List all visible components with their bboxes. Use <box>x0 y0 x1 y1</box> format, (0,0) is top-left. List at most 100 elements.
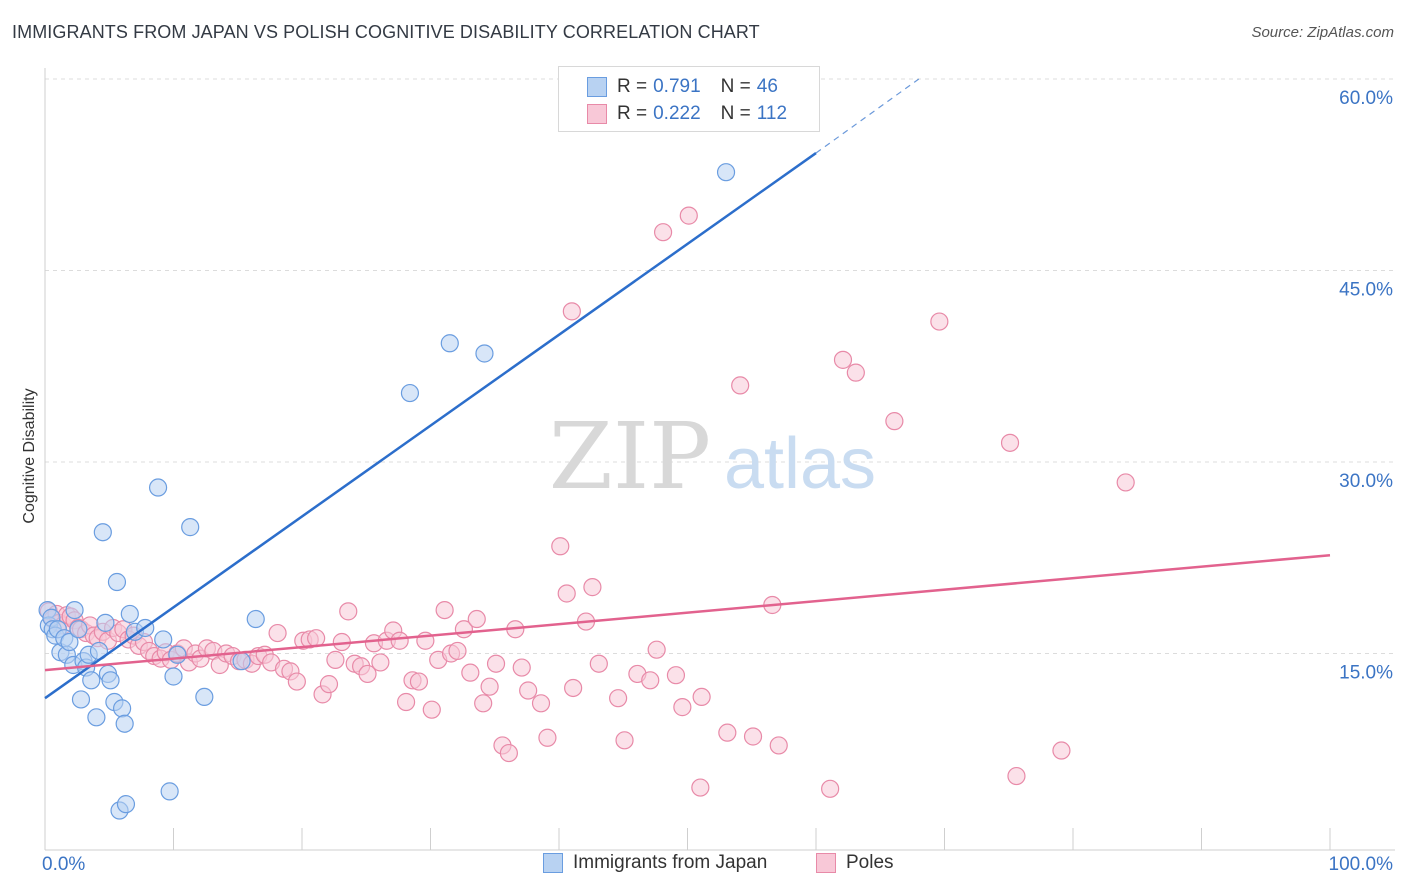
poles-point <box>769 736 788 755</box>
poles-point <box>557 584 576 603</box>
poles-point <box>551 537 570 556</box>
legend-r-value-poles: 0.222 <box>653 103 701 124</box>
legend-n-value-japan: 46 <box>756 76 778 97</box>
japan-point <box>246 609 265 629</box>
poles-point <box>474 694 493 713</box>
bottom-legend-swatch-poles <box>816 853 836 873</box>
poles-trend-line <box>44 553 1331 672</box>
poles-point <box>653 223 673 242</box>
bottom-legend-swatch-japan <box>543 853 563 873</box>
poles-point <box>821 779 840 798</box>
poles-point <box>409 672 429 691</box>
legend-n-value-poles: 112 <box>756 103 788 124</box>
japan-point <box>93 523 112 542</box>
japan-point <box>181 518 200 537</box>
poles-point <box>422 700 441 719</box>
poles-point <box>731 376 750 395</box>
poles-point <box>647 640 666 659</box>
japan-point <box>65 600 84 620</box>
bottom-legend-label-poles: Poles <box>846 852 894 873</box>
poles-point <box>564 678 583 698</box>
japan-point <box>168 645 187 664</box>
poles-point <box>538 728 557 747</box>
bottom-legend-poles: Poles <box>816 852 894 874</box>
poles-point <box>319 675 339 694</box>
japan-point <box>160 782 179 801</box>
legend-r-label: R = <box>617 76 648 97</box>
poles-point <box>833 350 853 369</box>
legend-row-poles: R = 0.222 N = 112 <box>587 102 787 126</box>
legend-n-label: N = <box>720 76 751 97</box>
y-tick-label: 30.0% <box>1339 471 1393 492</box>
poles-point <box>743 727 763 746</box>
y-tick-label: 60.0% <box>1339 88 1393 109</box>
japan-point <box>96 613 115 632</box>
japan-point <box>115 714 134 733</box>
legend-row-japan: R = 0.791 N = 46 <box>587 75 778 99</box>
japan-point <box>716 163 736 182</box>
japan-point <box>148 478 168 497</box>
poles-point <box>692 687 711 707</box>
legend-r-label: R = <box>617 103 648 124</box>
poles-point <box>390 631 409 650</box>
chart-source: Source: ZipAtlas.com <box>1251 24 1394 41</box>
correlation-legend: R = 0.791 N = 46 R = 0.222 N = 112 <box>558 66 820 132</box>
poles-point <box>268 623 287 643</box>
japan-point <box>120 604 139 624</box>
poles-point <box>930 312 949 331</box>
poles-point <box>371 653 390 672</box>
trend-lines <box>44 78 1331 700</box>
japan-point <box>154 630 173 649</box>
poles-point <box>358 664 377 684</box>
japan-point <box>116 795 136 814</box>
poles-point <box>486 654 506 673</box>
bottom-legend-label-japan: Immigrants from Japan <box>573 852 768 873</box>
poles-point <box>641 671 660 690</box>
poles-point <box>562 302 581 321</box>
tick-labels: 15.0% 30.0% 45.0% 60.0% 0.0% 100.0% <box>42 88 1393 875</box>
poles-point <box>589 654 608 673</box>
poles-point <box>287 672 306 691</box>
japan-point <box>69 620 88 639</box>
poles-point <box>666 666 686 685</box>
japan-point <box>112 699 132 718</box>
poles-point <box>679 206 698 225</box>
japan-point <box>164 667 183 686</box>
poles-point <box>1052 741 1071 760</box>
japan-point <box>82 671 101 690</box>
legend-r-value-japan: 0.791 <box>653 76 701 97</box>
japan-point <box>232 652 251 671</box>
poles-point <box>615 731 634 750</box>
poles-point <box>531 694 551 713</box>
poles-point <box>435 600 454 620</box>
poles-point <box>448 641 467 661</box>
poles-point <box>885 412 904 431</box>
poles-point <box>499 743 518 763</box>
x-tick-label-max: 100.0% <box>1329 854 1394 875</box>
poles-point <box>467 609 486 629</box>
poles-point <box>718 723 737 742</box>
y-tick-label: 45.0% <box>1339 280 1393 301</box>
poles-point <box>396 692 416 712</box>
bottom-legend-japan: Immigrants from Japan <box>543 852 767 874</box>
legend-swatch-japan <box>587 77 607 97</box>
legend-n-label: N = <box>720 103 751 124</box>
watermark: ZIP atlas <box>549 403 876 510</box>
japan-point <box>87 708 106 727</box>
japan-point <box>195 687 214 707</box>
japan-trend-extension <box>815 78 920 154</box>
poles-point <box>673 698 692 717</box>
japan-point <box>101 671 120 690</box>
japan-point <box>440 334 459 353</box>
japan-point <box>400 383 420 403</box>
poles-point <box>1007 766 1026 786</box>
japan-point <box>475 344 494 363</box>
poles-point <box>1000 433 1020 452</box>
legend-swatch-poles <box>587 104 607 124</box>
poles-point <box>691 778 710 797</box>
watermark-atlas: atlas <box>724 424 876 504</box>
poles-point <box>846 363 865 382</box>
axes <box>44 68 1395 851</box>
poles-point <box>583 578 602 597</box>
